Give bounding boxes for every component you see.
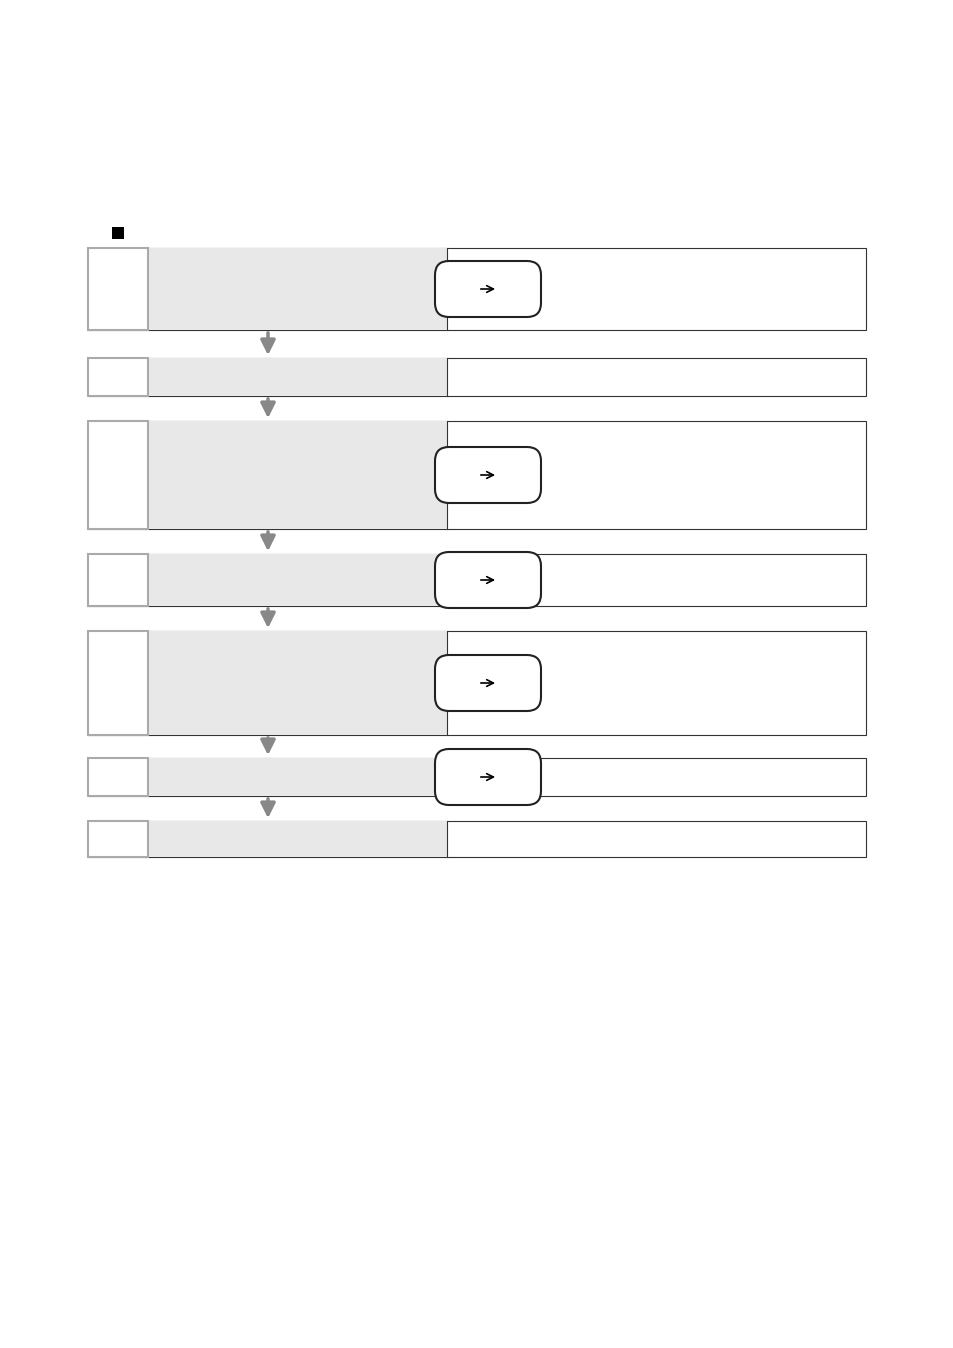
Bar	[88, 554, 865, 607]
FancyBboxPatch shape	[435, 448, 540, 503]
Bar	[88, 554, 148, 607]
Bar	[88, 821, 148, 857]
Bar	[88, 248, 865, 330]
Bar	[148, 631, 447, 735]
Bar	[148, 821, 447, 857]
Bar	[88, 631, 148, 735]
Bar	[88, 421, 865, 528]
Bar	[148, 554, 447, 607]
Bar	[88, 821, 865, 857]
Bar	[88, 758, 865, 797]
Bar	[148, 758, 447, 797]
Bar	[88, 421, 148, 528]
FancyBboxPatch shape	[435, 551, 540, 608]
Bar	[88, 758, 148, 797]
Bar	[88, 631, 865, 735]
Bar	[148, 359, 447, 396]
FancyBboxPatch shape	[435, 262, 540, 317]
FancyBboxPatch shape	[435, 749, 540, 805]
Bar	[88, 359, 865, 396]
Bar	[148, 421, 447, 528]
FancyBboxPatch shape	[435, 655, 540, 710]
Bar	[88, 359, 148, 396]
Bar	[148, 248, 447, 330]
Bar	[112, 226, 124, 239]
Bar	[88, 248, 148, 330]
